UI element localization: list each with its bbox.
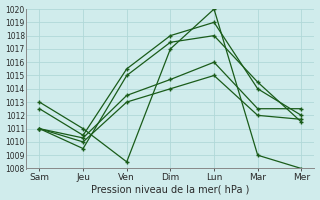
X-axis label: Pression niveau de la mer( hPa ): Pression niveau de la mer( hPa ) — [91, 184, 250, 194]
